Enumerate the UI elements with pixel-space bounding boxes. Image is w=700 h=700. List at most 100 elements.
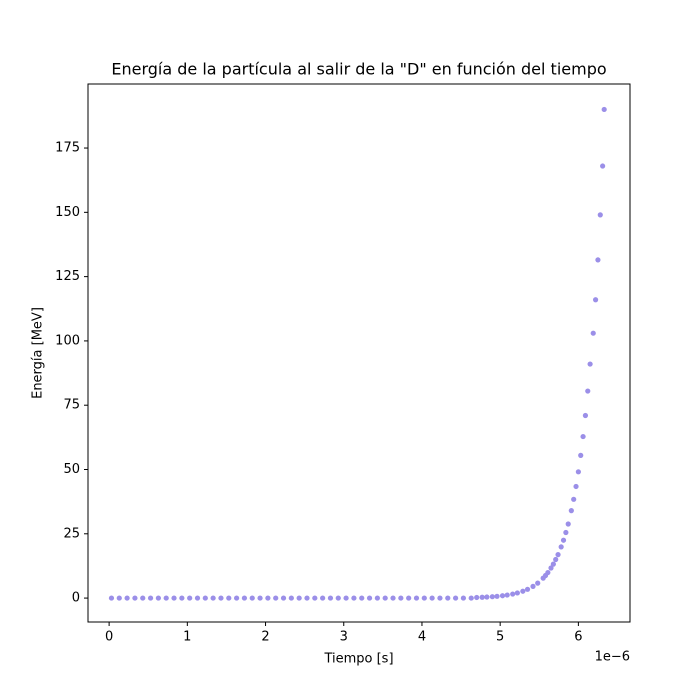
- data-point: [600, 163, 606, 169]
- x-tick-label: 5: [496, 630, 504, 645]
- y-tick-label: 175: [55, 141, 80, 156]
- data-point: [587, 361, 593, 367]
- data-point: [568, 508, 574, 514]
- data-point: [580, 433, 586, 440]
- data-point: [226, 595, 232, 601]
- x-tick-label: 3: [340, 630, 348, 645]
- x-tick-label: 2: [261, 630, 269, 645]
- data-point: [280, 595, 287, 601]
- data-point: [452, 595, 459, 601]
- data-point: [382, 595, 388, 601]
- data-point: [390, 595, 396, 601]
- data-point: [592, 297, 599, 303]
- data-point: [601, 106, 607, 113]
- data-point: [351, 595, 357, 601]
- data-point: [273, 595, 279, 601]
- data-point: [312, 595, 318, 601]
- y-tick-label: 125: [55, 269, 80, 284]
- y-tick-label: 0: [72, 591, 80, 606]
- x-offset-label: 1e−6: [595, 650, 630, 665]
- data-point: [575, 469, 581, 475]
- data-point: [398, 595, 404, 601]
- data-point: [359, 595, 365, 601]
- data-point: [468, 595, 474, 601]
- data-point: [140, 595, 146, 601]
- data-point: [437, 595, 443, 601]
- data-point: [116, 595, 122, 601]
- data-point: [132, 595, 138, 601]
- x-tick-label: 6: [574, 630, 582, 645]
- data-point: [597, 212, 603, 218]
- data-point: [484, 594, 490, 600]
- data-point: [374, 595, 380, 601]
- data-point: [494, 593, 500, 599]
- data-point: [578, 452, 584, 458]
- data-point: [218, 595, 224, 601]
- data-point: [571, 496, 577, 502]
- data-point: [320, 595, 326, 601]
- data-point: [560, 537, 567, 543]
- data-point: [257, 595, 263, 601]
- data-point: [479, 594, 485, 600]
- data-point: [335, 595, 341, 601]
- data-point: [445, 595, 451, 601]
- y-axis-label: Energía [MeV]: [31, 307, 46, 399]
- data-point: [530, 583, 536, 589]
- x-tick-label: 0: [105, 630, 113, 645]
- data-point: [406, 595, 412, 601]
- data-point: [304, 595, 310, 601]
- data-point: [535, 580, 541, 586]
- data-point: [241, 595, 248, 601]
- x-tick-label: 4: [418, 630, 426, 645]
- data-point: [514, 590, 520, 596]
- data-point: [474, 594, 480, 601]
- data-point: [296, 595, 302, 601]
- data-point: [179, 595, 185, 601]
- data-point: [171, 595, 177, 601]
- data-point: [550, 561, 556, 567]
- data-point: [163, 595, 169, 601]
- data-point: [504, 592, 510, 598]
- data-point: [108, 595, 115, 601]
- data-point: [558, 544, 564, 550]
- data-point: [155, 595, 161, 601]
- y-tick-label: 100: [55, 333, 80, 348]
- data-point: [582, 412, 589, 419]
- plot-frame: [87, 83, 631, 623]
- data-point: [194, 595, 201, 601]
- y-tick-label: 25: [63, 526, 80, 541]
- data-point: [460, 595, 467, 601]
- data-point: [563, 529, 569, 536]
- data-point: [520, 588, 526, 594]
- y-tick-label: 75: [63, 398, 80, 413]
- y-tick-label: 50: [63, 462, 80, 477]
- x-axis-label: Tiempo [s]: [323, 652, 393, 667]
- data-point: [202, 595, 208, 601]
- data-point: [288, 595, 294, 601]
- data-point: [573, 483, 579, 490]
- data-point: [548, 565, 554, 571]
- data-point: [413, 595, 420, 601]
- data-point: [234, 595, 240, 601]
- data-point: [366, 595, 373, 601]
- data-point: [555, 552, 561, 558]
- data-point: [553, 556, 559, 563]
- x-tick-label: 1: [183, 630, 191, 645]
- data-point: [489, 594, 495, 600]
- data-point: [510, 591, 516, 597]
- data-point: [210, 595, 216, 601]
- data-point: [343, 595, 349, 601]
- data-point: [499, 593, 506, 599]
- data-point: [545, 569, 551, 576]
- data-point: [249, 595, 255, 601]
- data-point: [421, 595, 427, 601]
- data-point: [565, 521, 571, 527]
- data-point: [524, 586, 531, 592]
- data-point: [429, 595, 435, 601]
- data-point: [590, 330, 596, 336]
- data-point: [124, 595, 130, 601]
- chart-title: Energía de la partícula al salir de la "…: [111, 60, 606, 79]
- data-point: [595, 257, 601, 263]
- data-point: [265, 595, 271, 601]
